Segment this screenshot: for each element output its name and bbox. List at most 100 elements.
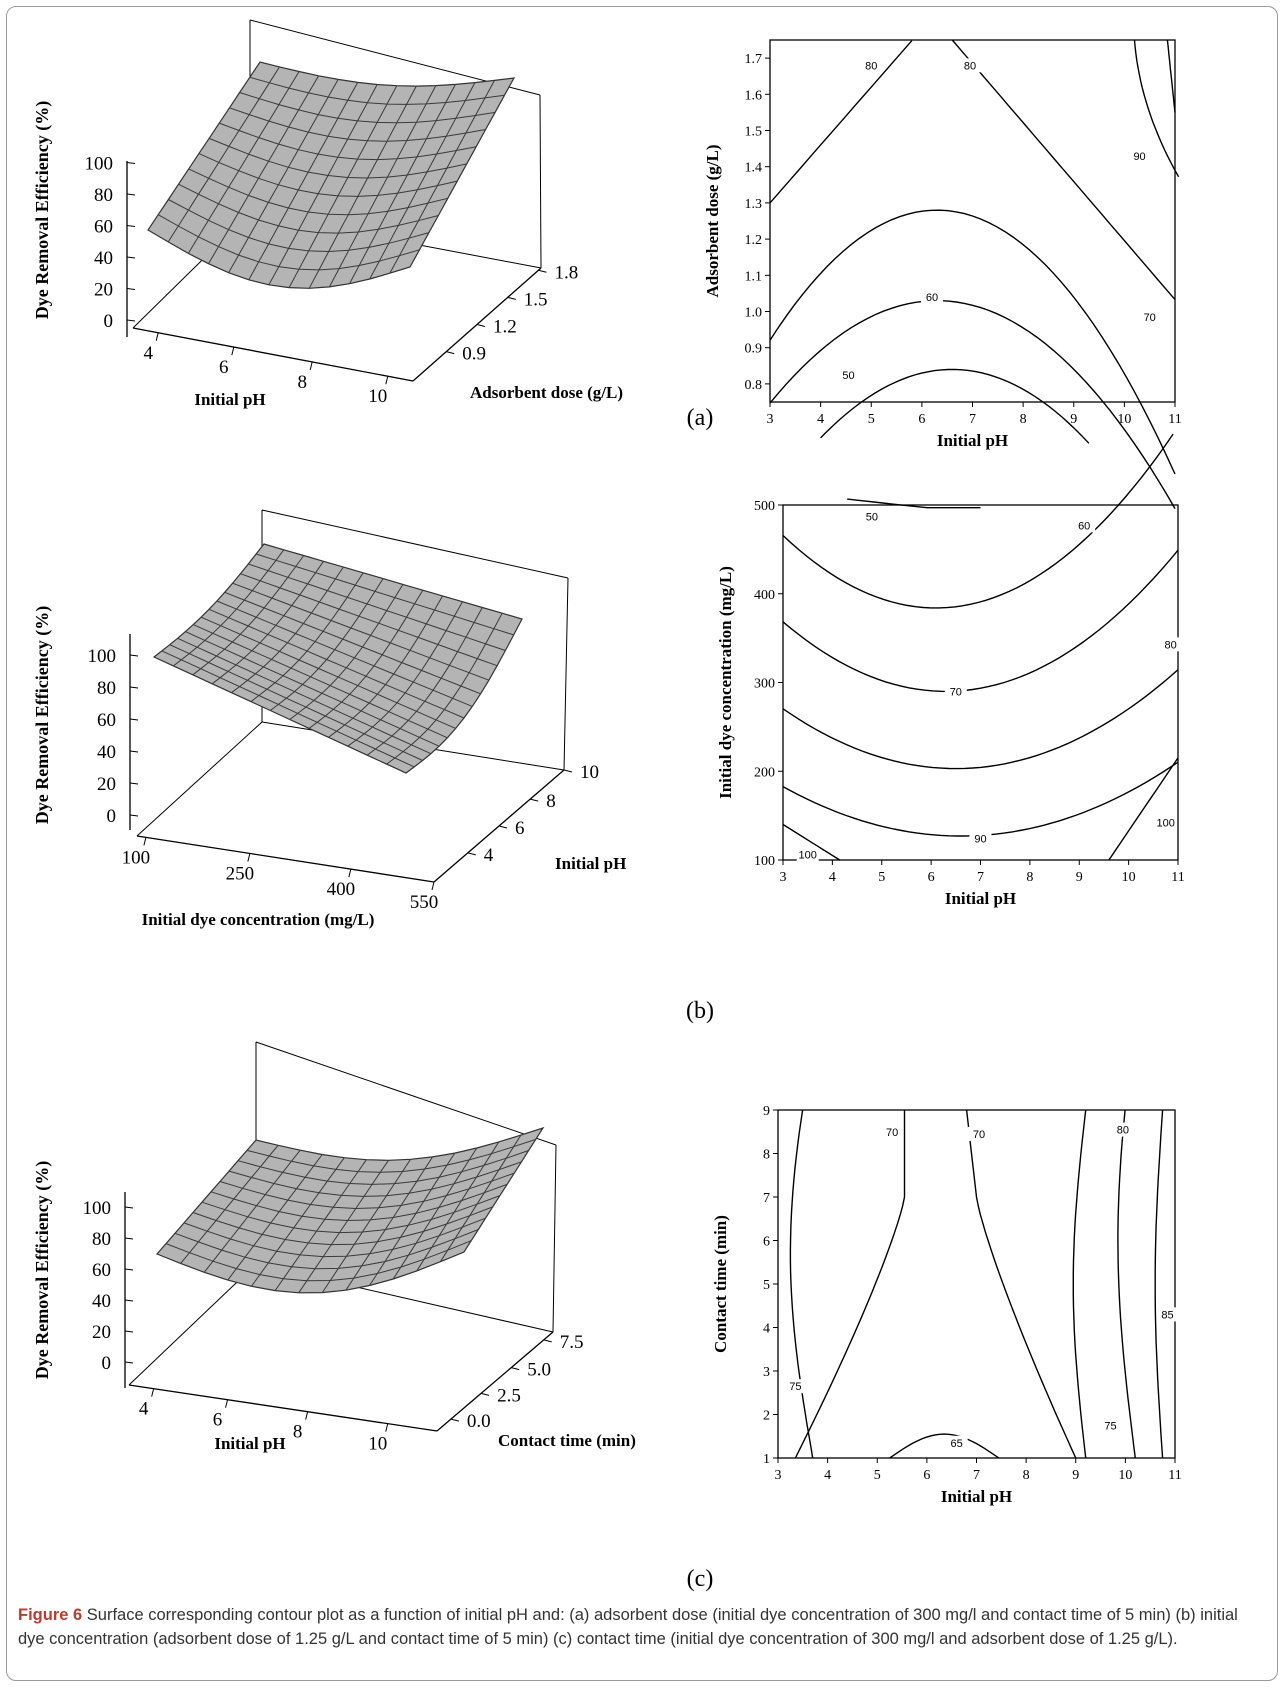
- contour-line: [1072, 1109, 1087, 1459]
- surface-grid-line: [248, 563, 506, 651]
- surface-grid-line: [369, 1152, 456, 1286]
- contour-y-tick-label: 2: [763, 1409, 770, 1424]
- z-tick-label: 100: [85, 154, 114, 175]
- contour-label-bg: [1138, 309, 1161, 324]
- y-tick: [563, 769, 573, 773]
- surface-grid-line: [185, 631, 440, 747]
- y-tick: [446, 351, 455, 355]
- surface-mesh-fill: [155, 1126, 545, 1294]
- contour-line: [782, 549, 1179, 693]
- contour-label-bg: [837, 367, 860, 382]
- surface-grid-line: [240, 573, 498, 667]
- surface-grid-line: [392, 1147, 478, 1280]
- surface-grid-line: [308, 85, 417, 289]
- contour-label-bg: [1128, 148, 1151, 163]
- z-tick: [126, 256, 136, 259]
- surface-grid-line: [237, 1150, 529, 1185]
- z-tick: [129, 718, 139, 721]
- x-tick: [385, 1423, 389, 1432]
- contour-y-tick-label: 200: [754, 765, 775, 780]
- contour-label: 80: [964, 60, 976, 72]
- surface-grid-line: [208, 608, 465, 719]
- caption-text: Surface corresponding contour plot as a …: [18, 1606, 1238, 1648]
- surface-grid-line: [188, 168, 448, 216]
- z-tick: [124, 1237, 134, 1240]
- z-tick: [124, 1330, 134, 1333]
- x-tick: [309, 361, 313, 371]
- contour-label-bg: [1156, 1307, 1179, 1322]
- y-axis-title: Contact time (min): [498, 1431, 636, 1450]
- x-tick: [231, 346, 235, 356]
- contour-label-bg: [921, 290, 943, 305]
- contour-label: 90: [974, 834, 986, 846]
- surface-grid-line: [165, 1240, 472, 1282]
- surface-grid-line: [298, 1160, 389, 1294]
- contour-label: 50: [866, 512, 878, 524]
- surface-grid-line: [208, 75, 320, 264]
- contour-x-tick-label: 6: [923, 1468, 930, 1483]
- surface-grid-line: [200, 616, 456, 729]
- y-tick: [530, 798, 539, 802]
- surface-grid-line: [192, 1206, 493, 1246]
- contour-x-axis-title: Initial pH: [941, 1487, 1012, 1506]
- z-tick-label: 20: [97, 774, 116, 795]
- z-tick: [126, 193, 136, 196]
- contour-label-bg: [944, 684, 967, 699]
- z-tick-label: 0: [104, 311, 114, 332]
- x-tick: [247, 853, 251, 862]
- surface-grid-line: [219, 1172, 515, 1210]
- contour-label-bg: [945, 1435, 968, 1450]
- surface-grid-line: [228, 79, 339, 273]
- contour-x-tick-label: 8: [1020, 412, 1027, 427]
- surface-grid-line: [203, 1149, 301, 1273]
- contour-line: [1154, 1109, 1164, 1459]
- contour-y-tick-label: 3: [763, 1365, 770, 1380]
- contour-y-tick-label: 8: [763, 1148, 770, 1163]
- y-tick-label: 1.8: [554, 262, 578, 283]
- contour-x-tick-label: 9: [1072, 1468, 1079, 1483]
- box-top-edge-line: [255, 1041, 557, 1146]
- z-tick: [126, 319, 136, 322]
- contour-label: 80: [1117, 1125, 1129, 1137]
- z-tick-label: 60: [97, 710, 116, 731]
- x-tick-label: 4: [143, 343, 153, 364]
- contour-label-bg: [1073, 518, 1096, 533]
- box-floor-diag-line: [136, 721, 263, 837]
- x-tick-label: 550: [410, 892, 439, 913]
- contour-line: [789, 1109, 814, 1459]
- x-tick-label: 100: [122, 847, 151, 868]
- contour-line: [782, 433, 1174, 609]
- contour-label-bg: [784, 1379, 807, 1394]
- box-front-axis-line: [136, 835, 435, 883]
- contour-label-bg: [969, 831, 992, 846]
- contour-y-tick-label: 300: [754, 677, 775, 692]
- contour-y-tick-label: 1.2: [745, 233, 763, 248]
- x-axis-title: Initial pH: [194, 390, 265, 409]
- contour-label: 50: [842, 370, 854, 382]
- x-axis-title: Initial pH: [214, 1434, 285, 1453]
- z-tick-label: 40: [94, 248, 113, 269]
- surface-grid-line: [193, 624, 448, 739]
- contour-line: [769, 300, 1176, 509]
- contour-x-tick-label: 7: [973, 1468, 980, 1483]
- surface-grid-line: [208, 137, 467, 179]
- contour-x-tick-label: 3: [767, 412, 774, 427]
- contour-label: 100: [1156, 818, 1174, 830]
- x-tick: [143, 837, 147, 846]
- contour-y-tick-label: 1.5: [745, 125, 763, 140]
- z-tick-label: 40: [97, 742, 116, 763]
- contour-label: 65: [951, 1438, 963, 1450]
- surface-grid-line: [232, 582, 490, 681]
- y-tick: [450, 1418, 460, 1422]
- contour-line: [1166, 39, 1176, 113]
- surface-grid-line: [349, 84, 456, 284]
- surface-grid-line: [268, 84, 378, 286]
- z-tick: [129, 750, 139, 753]
- contour-label: 70: [973, 1129, 985, 1141]
- surface-grid-line: [198, 153, 458, 197]
- contour-label: 70: [886, 1127, 898, 1139]
- contour-x-tick-label: 11: [1168, 1468, 1181, 1483]
- contour-y-tick-label: 6: [763, 1235, 770, 1250]
